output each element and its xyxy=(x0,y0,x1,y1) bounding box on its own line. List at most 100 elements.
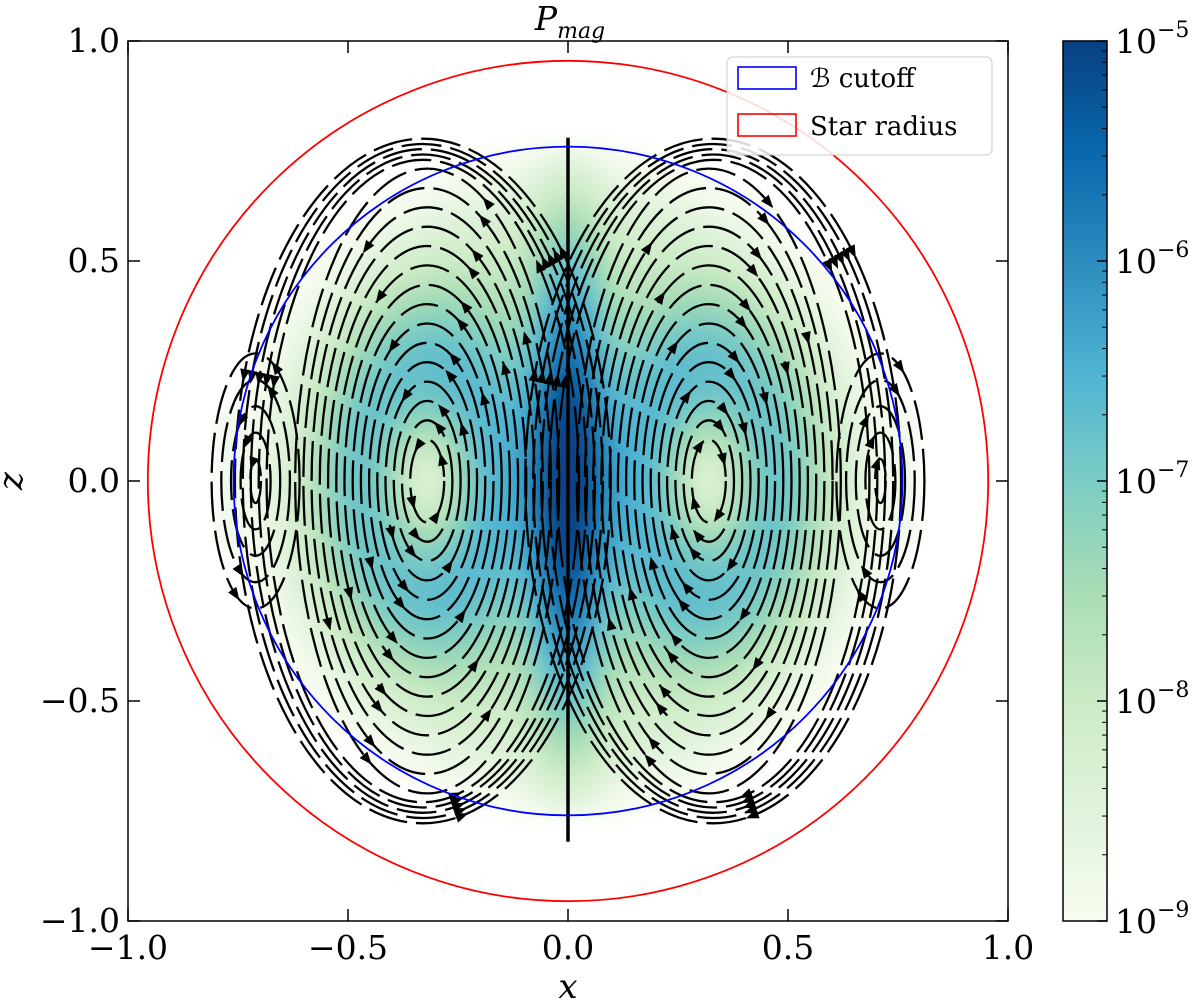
heatmap-cell xyxy=(404,254,413,264)
heatmap-cell xyxy=(491,452,500,462)
heatmap-cell xyxy=(428,563,437,573)
heatmap-cell xyxy=(396,571,405,581)
heatmap-cell xyxy=(681,373,691,383)
heatmap-cell xyxy=(428,349,437,359)
heatmap-cell xyxy=(649,254,659,264)
heatmap-cell xyxy=(380,737,390,747)
heatmap-cell xyxy=(554,753,564,763)
heatmap-cell xyxy=(649,183,659,193)
heatmap-cell xyxy=(451,365,461,375)
heatmap-cell xyxy=(309,278,318,288)
heatmap-cell xyxy=(499,381,508,391)
heatmap-cell xyxy=(356,239,366,248)
heatmap-cell xyxy=(459,642,469,652)
heatmap-cell xyxy=(356,215,366,224)
heatmap-cell xyxy=(499,674,508,684)
heatmap-cell xyxy=(388,595,397,604)
heatmap-cell xyxy=(475,508,485,517)
heatmap-cell xyxy=(523,223,532,232)
heatmap-cell xyxy=(396,627,405,636)
heatmap-cell xyxy=(325,706,334,715)
heatmap-cell xyxy=(253,405,263,414)
heatmap-cell xyxy=(483,698,493,707)
heatmap-cell xyxy=(396,714,405,723)
heatmap-cell xyxy=(649,698,659,707)
heatmap-cell xyxy=(649,674,659,684)
heatmap-cell xyxy=(491,508,500,517)
heatmap-cell xyxy=(744,191,754,200)
heatmap-cell xyxy=(364,326,374,335)
heatmap-cell xyxy=(697,619,706,628)
heatmap-cell xyxy=(412,389,421,398)
heatmap-cell xyxy=(729,183,738,193)
heatmap-cell xyxy=(594,642,603,652)
heatmap-cell xyxy=(388,745,397,755)
heatmap-cell xyxy=(768,714,778,723)
heatmap-cell xyxy=(325,579,334,589)
heatmap-cell xyxy=(428,714,437,723)
heatmap-cell xyxy=(626,326,635,335)
heatmap-cell xyxy=(760,223,770,232)
heatmap-cell xyxy=(420,555,429,565)
heatmap-cell xyxy=(491,682,500,692)
heatmap-cell xyxy=(729,730,738,739)
heatmap-cell xyxy=(301,389,310,398)
heatmap-cell xyxy=(404,698,413,707)
heatmap-cell xyxy=(443,468,453,478)
heatmap-cell xyxy=(380,547,390,557)
heatmap-cell xyxy=(309,476,318,486)
heatmap-cell xyxy=(388,444,397,454)
heatmap-cell xyxy=(705,175,714,185)
heatmap-cell xyxy=(578,682,588,692)
heatmap-cell xyxy=(499,437,508,446)
heatmap-cell xyxy=(356,286,366,296)
heatmap-cell xyxy=(420,429,429,438)
heatmap-cell xyxy=(752,231,762,240)
heatmap-cell xyxy=(594,429,603,438)
heatmap-cell xyxy=(610,231,619,240)
heatmap-cell xyxy=(602,761,611,771)
heatmap-cell xyxy=(380,373,390,383)
heatmap-cell xyxy=(380,611,390,620)
heatmap-cell xyxy=(618,349,627,359)
heatmap-cell xyxy=(277,444,287,454)
heatmap-cell xyxy=(610,571,619,581)
heatmap-cell xyxy=(372,254,382,264)
heatmap-cell xyxy=(713,563,722,573)
heatmap-cell xyxy=(729,262,738,272)
heatmap-cell xyxy=(293,555,302,565)
heatmap-cell xyxy=(451,175,461,185)
heatmap-cell xyxy=(301,658,310,668)
heatmap-cell xyxy=(570,619,580,628)
heatmap-cell xyxy=(665,468,675,478)
heatmap-cell xyxy=(602,444,611,454)
heatmap-cell xyxy=(404,492,413,501)
heatmap-cell xyxy=(665,714,675,723)
heatmap-cell xyxy=(459,326,469,335)
heatmap-cell xyxy=(626,769,635,779)
heatmap-cell xyxy=(705,745,714,755)
heatmap-cell xyxy=(744,389,754,398)
heatmap-cell xyxy=(356,452,366,462)
heatmap-cell xyxy=(681,278,691,288)
heatmap-cell xyxy=(364,603,374,612)
heatmap-cell xyxy=(467,215,477,224)
heatmap-cell xyxy=(538,389,548,398)
heatmap-cell xyxy=(649,310,659,319)
heatmap-cell xyxy=(515,524,524,533)
heatmap-cell xyxy=(538,278,548,288)
heatmap-cell xyxy=(404,579,413,589)
heatmap-cell xyxy=(697,302,706,311)
heatmap-cell xyxy=(277,508,287,517)
heatmap-cell xyxy=(713,666,722,676)
heatmap-cell xyxy=(626,429,635,438)
heatmap-cell xyxy=(705,555,714,565)
heatmap-cell xyxy=(499,666,508,676)
heatmap-cell xyxy=(626,151,635,161)
heatmap-cell xyxy=(356,389,366,398)
heatmap-cell xyxy=(752,666,762,676)
heatmap-cell xyxy=(618,452,627,462)
heatmap-cell xyxy=(681,191,691,200)
heatmap-cell xyxy=(673,563,683,573)
heatmap-cell xyxy=(721,421,730,430)
